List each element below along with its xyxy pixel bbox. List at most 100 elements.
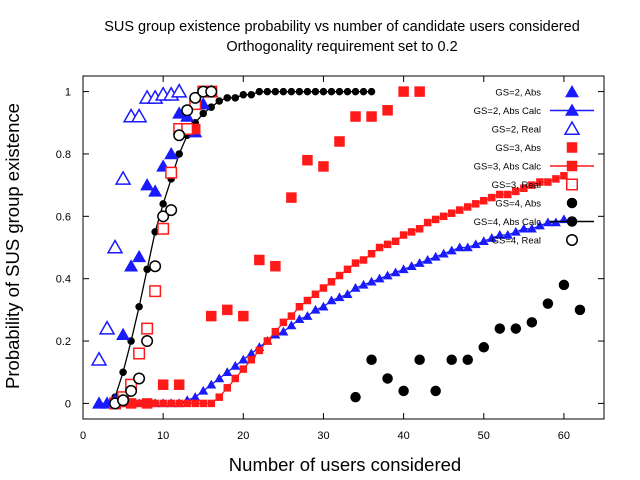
x-tick-label: 50 xyxy=(478,430,490,442)
data-point xyxy=(311,290,320,299)
data-point xyxy=(157,222,170,235)
data-point xyxy=(140,178,155,191)
data-point xyxy=(542,298,554,309)
data-point xyxy=(407,228,416,236)
data-point xyxy=(359,87,368,96)
data-point xyxy=(350,111,361,122)
data-point xyxy=(512,187,520,196)
data-point xyxy=(238,310,249,322)
data-point xyxy=(486,233,497,242)
data-point xyxy=(159,399,167,408)
data-point xyxy=(206,379,217,389)
data-point xyxy=(151,228,159,236)
data-point xyxy=(279,87,288,96)
series-gs-3-abs xyxy=(109,86,425,409)
data-point xyxy=(286,192,297,203)
data-point xyxy=(399,231,408,239)
data-point xyxy=(214,373,225,383)
y-axis-label: Probability of SUS group existence xyxy=(2,103,23,389)
data-point xyxy=(391,237,400,246)
data-point xyxy=(157,210,170,223)
data-point xyxy=(287,87,296,96)
data-point xyxy=(383,240,392,249)
data-point xyxy=(430,385,441,397)
data-point xyxy=(454,242,465,252)
data-point xyxy=(382,105,393,116)
data-point xyxy=(205,85,218,98)
legend-marker xyxy=(566,142,578,153)
data-point xyxy=(231,374,240,383)
data-point xyxy=(422,254,433,264)
series-line xyxy=(99,218,565,405)
data-point xyxy=(415,225,424,233)
data-point xyxy=(526,223,537,233)
data-point xyxy=(552,175,560,183)
data-point xyxy=(558,279,570,291)
data-point xyxy=(263,337,272,345)
legend-entry: GS=4, Abs Calc xyxy=(474,216,594,228)
data-point xyxy=(455,206,464,214)
legend-label: GS=3, Abs xyxy=(495,143,541,154)
legend-entry: GS=2, Abs Calc xyxy=(474,103,594,117)
legend-label: GS=3, Real xyxy=(492,180,541,191)
data-point xyxy=(254,254,265,266)
data-point xyxy=(318,301,329,311)
x-tick-label: 20 xyxy=(237,430,249,442)
legend-marker xyxy=(563,120,581,135)
data-point xyxy=(199,109,207,118)
data-point xyxy=(170,83,188,98)
data-point xyxy=(358,279,369,289)
legend-marker xyxy=(565,103,579,116)
data-point xyxy=(133,372,146,385)
x-tick-label: 0 xyxy=(80,430,86,442)
data-point xyxy=(446,354,457,366)
data-point xyxy=(504,190,512,199)
data-point xyxy=(190,392,201,401)
data-point xyxy=(406,261,417,270)
data-point xyxy=(462,354,473,366)
data-point xyxy=(518,223,529,233)
legend-label: GS=4, Abs Calc xyxy=(474,217,542,228)
data-point xyxy=(114,170,132,185)
data-point xyxy=(382,270,393,280)
data-point xyxy=(230,360,241,370)
data-point xyxy=(205,310,217,322)
data-point xyxy=(164,146,179,160)
data-point xyxy=(574,304,586,316)
data-point xyxy=(278,326,289,336)
data-point xyxy=(303,296,312,305)
data-point xyxy=(132,249,147,263)
data-point xyxy=(255,346,264,355)
data-point xyxy=(90,351,108,366)
y-tick-label: 0.2 xyxy=(56,336,71,348)
data-point xyxy=(175,150,183,158)
legend-label: GS=2, Abs Calc xyxy=(474,106,542,117)
data-point xyxy=(335,271,344,280)
data-point xyxy=(398,264,409,274)
data-point xyxy=(135,302,143,311)
series-gs-4-abs xyxy=(350,279,586,403)
data-point xyxy=(375,243,384,252)
data-point xyxy=(494,230,505,239)
data-point xyxy=(149,260,162,273)
series-gs-4-abs-calc xyxy=(111,87,376,401)
data-point xyxy=(238,354,249,364)
data-point xyxy=(382,373,393,384)
data-point xyxy=(246,348,257,358)
data-point xyxy=(319,87,328,96)
data-point xyxy=(302,154,313,166)
data-point xyxy=(294,314,305,323)
data-point xyxy=(263,87,272,96)
data-point xyxy=(478,236,489,246)
legend-entry: GS=3, Abs xyxy=(495,142,578,154)
chart-subtitle: Orthogonality requirement set to 0.2 xyxy=(226,39,457,55)
data-point xyxy=(478,342,490,353)
data-point xyxy=(106,238,124,254)
data-point xyxy=(173,379,185,390)
series-gs-2-real xyxy=(90,83,188,366)
data-point xyxy=(319,284,328,292)
data-point xyxy=(143,265,151,274)
y-tick-label: 0.8 xyxy=(56,149,71,161)
data-point xyxy=(295,302,304,311)
data-point xyxy=(496,190,504,199)
